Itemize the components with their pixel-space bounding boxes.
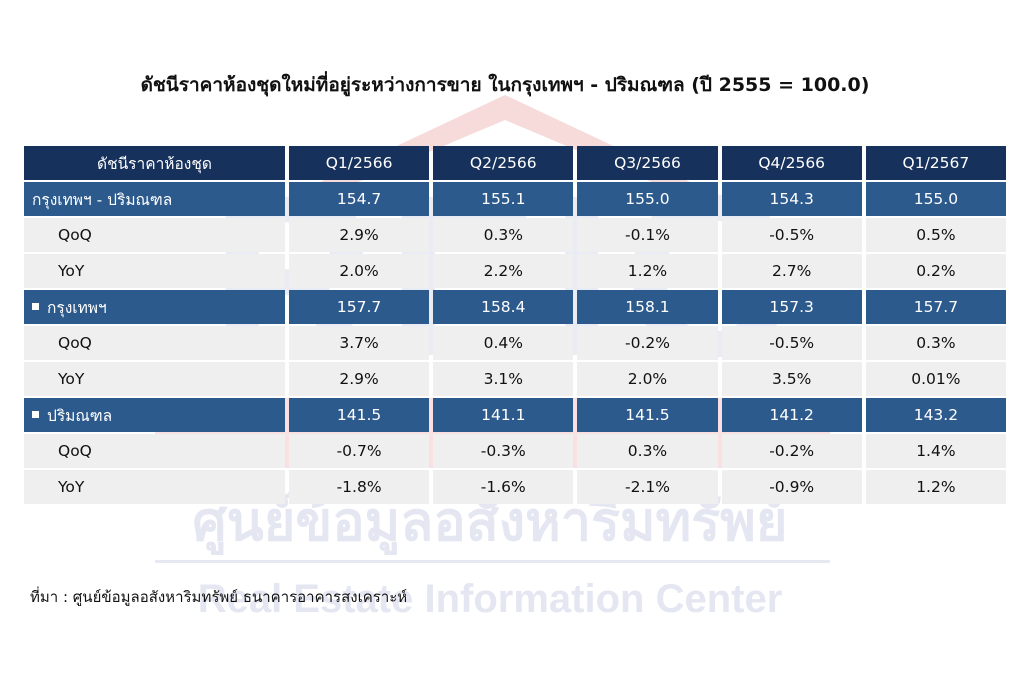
yoy-row-value-cell: 3.5% (721, 362, 862, 396)
table-row-yoy-row: YoY 2.0% 2.2% 1.2% 2.7% 0.2% (24, 254, 1006, 288)
table-row-yoy-row: YoY -1.8% -1.6% -2.1% -0.9% 1.2% (24, 470, 1006, 504)
yoy-row-value-cell: 3.1% (433, 362, 574, 396)
yoy-row-value-cell: -1.6% (433, 470, 574, 504)
bullet-icon (32, 410, 39, 418)
index-value-cell: 141.5 (577, 398, 718, 432)
yoy-row-label: YoY (24, 362, 285, 396)
table-row-qoq-row: QoQ -0.7% -0.3% 0.3% -0.2% 1.4% (24, 434, 1006, 468)
index-value-cell: 155.0 (865, 182, 1006, 216)
index-value-cell: 158.1 (577, 290, 718, 324)
qoq-row-label: QoQ (24, 326, 285, 360)
index-value-cell: 157.7 (288, 290, 430, 324)
group-label: กรุงเทพฯ - ปริมณฑล (24, 182, 285, 216)
group-label-text: กรุงเทพฯ (47, 298, 107, 317)
qoq-row-value-cell: -0.5% (721, 218, 862, 252)
header-cell-q1-2566: Q1/2566 (288, 146, 430, 180)
table-row-qoq-row: QoQ 2.9% 0.3% -0.1% -0.5% 0.5% (24, 218, 1006, 252)
qoq-row-value-cell: 0.3% (865, 326, 1006, 360)
price-index-table: ดัชนีราคาห้องชุด Q1/2566 Q2/2566 Q3/2566… (20, 144, 1010, 506)
qoq-row-value-cell: -0.5% (721, 326, 862, 360)
qoq-row-value-cell: -0.7% (288, 434, 430, 468)
qoq-row-value-cell: 0.3% (577, 434, 718, 468)
page-title: ดัชนีราคาห้องชุดใหม่ที่อยู่ระหว่างการขาย… (140, 74, 870, 96)
yoy-row-value-cell: 2.2% (433, 254, 574, 288)
yoy-row-value-cell: -1.8% (288, 470, 430, 504)
table-row-yoy-row: YoY 2.9% 3.1% 2.0% 3.5% 0.01% (24, 362, 1006, 396)
watermark-divider (155, 560, 830, 563)
index-value-cell: 155.1 (433, 182, 574, 216)
table-row-group: กรุงเทพฯ - ปริมณฑล 154.7 155.1 155.0 154.3 15… (24, 182, 1006, 216)
yoy-row-value-cell: 0.01% (865, 362, 1006, 396)
yoy-row-value-cell: -0.9% (721, 470, 862, 504)
bullet-icon (32, 302, 39, 310)
yoy-row-value-cell: 1.2% (577, 254, 718, 288)
group-label: กรุงเทพฯ (24, 290, 285, 324)
index-value-cell: 157.7 (865, 290, 1006, 324)
yoy-row-value-cell: -2.1% (577, 470, 718, 504)
qoq-row-value-cell: -0.3% (433, 434, 574, 468)
qoq-row-value-cell: 1.4% (865, 434, 1006, 468)
qoq-row-value-cell: -0.1% (577, 218, 718, 252)
table-body: กรุงเทพฯ - ปริมณฑล 154.7 155.1 155.0 154.3 15… (24, 182, 1006, 504)
header-cell-label: ดัชนีราคาห้องชุด (24, 146, 285, 180)
index-value-cell: 155.0 (577, 182, 718, 216)
yoy-row-value-cell: 2.7% (721, 254, 862, 288)
index-value-cell: 158.4 (433, 290, 574, 324)
header-cell-q1-2567: Q1/2567 (865, 146, 1006, 180)
yoy-row-value-cell: 0.2% (865, 254, 1006, 288)
qoq-row-label: QoQ (24, 218, 285, 252)
table-row-group: กรุงเทพฯ 157.7 158.4 158.1 157.3 157.7 (24, 290, 1006, 324)
yoy-row-value-cell: 2.9% (288, 362, 430, 396)
yoy-row-value-cell: 2.0% (288, 254, 430, 288)
qoq-row-value-cell: 3.7% (288, 326, 430, 360)
index-value-cell: 157.3 (721, 290, 862, 324)
source-note: ที่มา : ศูนย์ข้อมูลอสังหาริมทรัพย์ ธนาคา… (30, 588, 408, 606)
qoq-row-value-cell: 2.9% (288, 218, 430, 252)
yoy-row-value-cell: 1.2% (865, 470, 1006, 504)
header-cell-q3-2566: Q3/2566 (577, 146, 718, 180)
qoq-row-value-cell: 0.3% (433, 218, 574, 252)
yoy-row-label: YoY (24, 470, 285, 504)
qoq-row-value-cell: 0.5% (865, 218, 1006, 252)
index-value-cell: 141.1 (433, 398, 574, 432)
group-label-text: กรุงเทพฯ - ปริมณฑล (32, 190, 173, 209)
qoq-row-label: QoQ (24, 434, 285, 468)
qoq-row-value-cell: 0.4% (433, 326, 574, 360)
index-value-cell: 141.5 (288, 398, 430, 432)
index-value-cell: 143.2 (865, 398, 1006, 432)
qoq-row-value-cell: -0.2% (721, 434, 862, 468)
header-cell-q4-2566: Q4/2566 (721, 146, 862, 180)
yoy-row-value-cell: 2.0% (577, 362, 718, 396)
index-value-cell: 141.2 (721, 398, 862, 432)
table-row-group: ปริมณฑล 141.5 141.1 141.5 141.2 143.2 (24, 398, 1006, 432)
group-label: ปริมณฑล (24, 398, 285, 432)
header-cell-q2-2566: Q2/2566 (433, 146, 574, 180)
index-value-cell: 154.7 (288, 182, 430, 216)
group-label-text: ปริมณฑล (47, 406, 113, 425)
index-value-cell: 154.3 (721, 182, 862, 216)
table-row-qoq-row: QoQ 3.7% 0.4% -0.2% -0.5% 0.3% (24, 326, 1006, 360)
qoq-row-value-cell: -0.2% (577, 326, 718, 360)
yoy-row-label: YoY (24, 254, 285, 288)
table-header-row: ดัชนีราคาห้องชุด Q1/2566 Q2/2566 Q3/2566… (24, 146, 1006, 180)
